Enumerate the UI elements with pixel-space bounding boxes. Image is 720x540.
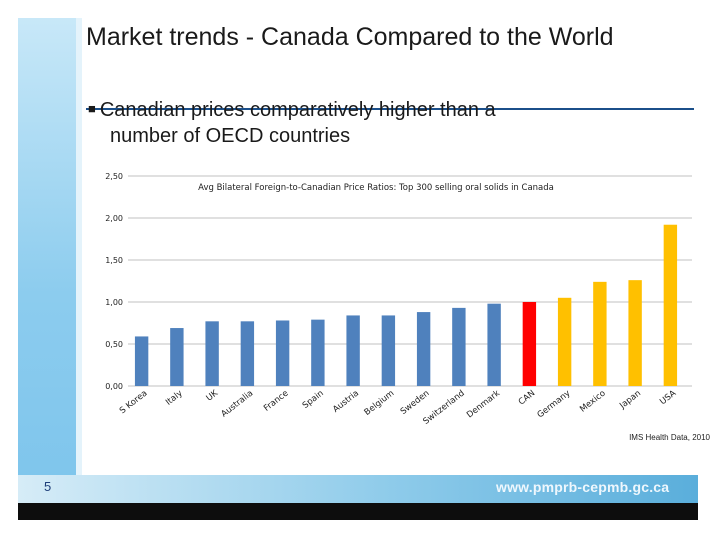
left-decorative-bar: [18, 18, 76, 520]
bar: [311, 319, 325, 386]
category-label: France: [262, 388, 290, 413]
bar: [275, 320, 290, 386]
page-number: 5: [44, 479, 52, 494]
bullet-text: Canadian prices comparatively higher tha…: [99, 99, 496, 121]
bullet-text-continued: number of OECD countries: [110, 125, 351, 147]
footer-band: [18, 475, 698, 503]
bar: [487, 303, 501, 386]
chart-title: Avg Bilateral Foreign-to-Canadian Price …: [198, 183, 554, 193]
category-label: Denmark: [465, 388, 502, 420]
category-label: S Korea: [118, 388, 150, 416]
category-label: Sweden: [399, 388, 432, 417]
y-tick-label: 0,50: [105, 340, 123, 349]
bar: [205, 321, 219, 386]
y-tick-label: 2,50: [105, 172, 123, 181]
y-tick-label: 0,00: [105, 382, 123, 391]
bottom-bar: [18, 503, 698, 520]
category-label: UK: [205, 388, 221, 403]
source-note: IMS Health Data, 2010: [629, 433, 710, 442]
category-label: CAN: [517, 388, 537, 407]
left-decorative-strip: [76, 18, 82, 483]
bar: [381, 315, 396, 386]
bar: [557, 297, 572, 386]
title-divider: [86, 108, 694, 110]
bar: [522, 302, 537, 386]
bar: [134, 336, 149, 386]
category-label: Australia: [219, 388, 255, 419]
price-ratio-bar-chart: 0,00 0,50 1,00 1,50 2,00 2,50 Avg Bilateral Fo…: [105, 172, 692, 427]
category-label: Mexico: [578, 388, 608, 414]
category-label: Austria: [331, 388, 361, 414]
bar: [663, 224, 678, 386]
y-tick-label: 2,00: [105, 214, 123, 223]
bar: [240, 321, 255, 386]
category-label: USA: [658, 388, 678, 407]
slide-title: Market trends - Canada Compared to the W…: [86, 23, 614, 51]
category-label: Japan: [617, 388, 643, 411]
website-url[interactable]: www.pmprb-cepmb.gc.ca: [496, 479, 670, 495]
category-label: Belgium: [363, 388, 397, 417]
bullet-point: ■ Canadian prices comparatively higher th…: [88, 96, 688, 149]
bar: [346, 315, 360, 386]
category-label: Italy: [164, 388, 185, 407]
bar: [416, 312, 431, 386]
y-tick-label: 1,50: [105, 256, 123, 265]
bar: [170, 328, 184, 386]
category-label: Germany: [536, 388, 573, 420]
y-tick-label: 1,00: [105, 298, 123, 307]
bar: [452, 307, 466, 386]
bar: [628, 280, 642, 386]
bar: [593, 281, 607, 386]
category-label: Spain: [301, 388, 326, 411]
square-bullet-icon: ■: [88, 101, 96, 116]
